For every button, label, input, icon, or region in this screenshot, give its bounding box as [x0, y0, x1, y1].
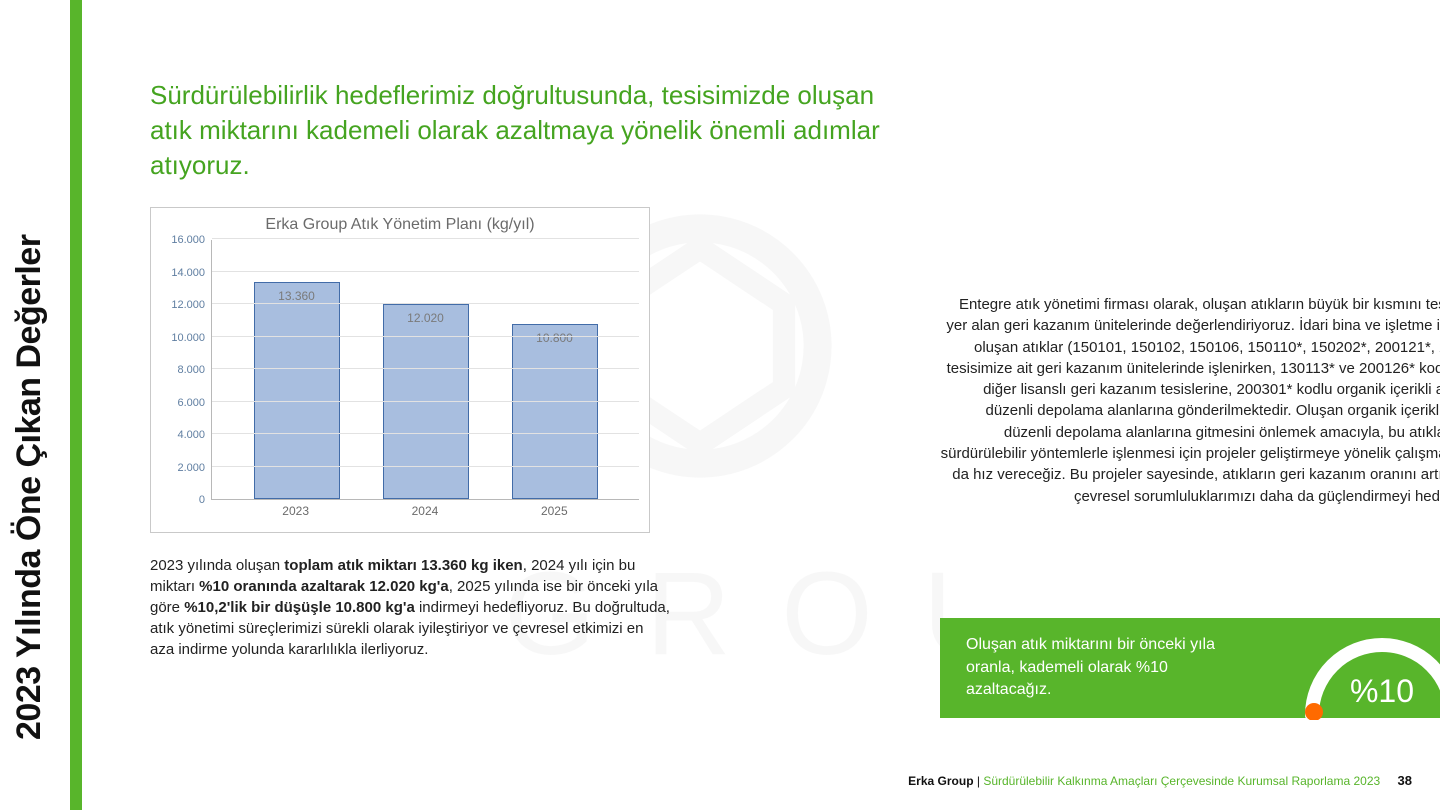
chart-caption: 2023 yılında oluşan toplam atık miktarı …	[150, 555, 670, 660]
bar-value-label: 12.020	[407, 311, 444, 325]
y-tick: 4.000	[161, 429, 205, 441]
x-axis-labels: 2023 2024 2025	[161, 500, 639, 518]
grid-line	[212, 336, 639, 337]
grid-line	[212, 433, 639, 434]
grid-line	[212, 466, 639, 467]
grid-line	[212, 303, 639, 304]
y-tick: 2.000	[161, 462, 205, 474]
x-label: 2025	[511, 504, 597, 518]
y-tick: 0	[161, 494, 205, 506]
chart-title: Erka Group Atık Yönetim Planı (kg/yıl)	[161, 216, 639, 234]
y-tick: 16.000	[161, 234, 205, 246]
x-label: 2023	[253, 504, 339, 518]
t: %10 oranında azaltarak 12.020 kg'a	[199, 578, 449, 595]
page-number: 38	[1398, 773, 1412, 788]
grid-line	[212, 368, 639, 369]
footer-brand: Erka Group	[908, 774, 973, 788]
bars-container: 13.360 12.020 10.800	[212, 240, 639, 499]
bar-value-label: 13.360	[278, 289, 315, 303]
gauge-value: %10	[1350, 673, 1414, 709]
y-tick: 8.000	[161, 364, 205, 376]
gauge-icon: %10	[1292, 630, 1440, 718]
footer: Erka Group | Sürdürülebilir Kalkınma Ama…	[0, 773, 1412, 788]
y-tick: 6.000	[161, 397, 205, 409]
bar: 10.800	[512, 324, 598, 500]
y-tick: 12.000	[161, 299, 205, 311]
grid-line	[212, 271, 639, 272]
right-column: Entegre atık yönetimi firması olarak, ol…	[940, 294, 1440, 507]
main-content: Sürdürülebilirlik hedeflerimiz doğrultus…	[150, 78, 1400, 660]
side-title: 2023 Yılında Öne Çıkan Değerler	[10, 235, 49, 740]
grid-line	[212, 401, 639, 402]
x-label: 2024	[382, 504, 468, 518]
footer-doc: Sürdürülebilir Kalkınma Amaçları Çerçeve…	[983, 774, 1380, 788]
grid-line	[212, 238, 639, 239]
accent-bar	[70, 0, 82, 810]
body-text: Entegre atık yönetimi firması olarak, ol…	[940, 294, 1440, 507]
y-tick: 14.000	[161, 267, 205, 279]
y-axis: 02.0004.0006.0008.00010.00012.00014.0001…	[161, 240, 211, 500]
t: toplam atık miktarı 13.360 kg iken	[284, 557, 522, 574]
plot-area: 13.360 12.020 10.800	[211, 240, 639, 500]
y-tick: 10.000	[161, 332, 205, 344]
intro-text: Sürdürülebilirlik hedeflerimiz doğrultus…	[150, 78, 880, 183]
t: %10,2'lik bir düşüşle 10.800 kg'a	[184, 599, 415, 616]
callout-box: Oluşan atık miktarını bir önceki yıla or…	[940, 618, 1440, 718]
t: 2023 yılında oluşan	[150, 557, 284, 574]
waste-chart: Erka Group Atık Yönetim Planı (kg/yıl) 0…	[150, 207, 650, 533]
bar-value-label: 10.800	[536, 331, 573, 345]
callout-text: Oluşan atık miktarını bir önceki yıla or…	[966, 634, 1246, 701]
chart-area: 02.0004.0006.0008.00010.00012.00014.0001…	[161, 240, 639, 500]
